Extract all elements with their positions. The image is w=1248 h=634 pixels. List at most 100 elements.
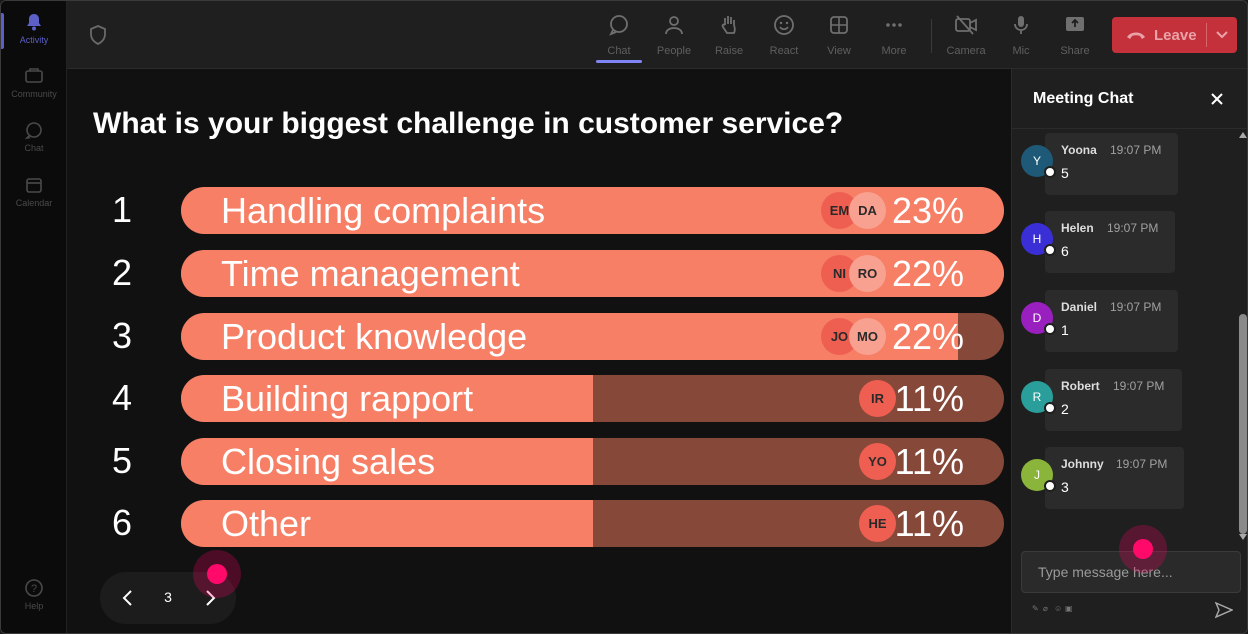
poll-results: What is your biggest challenge in custom… [67,69,1011,633]
voter-avatar: IR [859,380,896,417]
message-timestamp: 19:07 PM [1116,457,1168,471]
presence-indicator [1044,402,1056,414]
poll-question: What is your biggest challenge in custom… [93,107,844,140]
message-author: Daniel [1061,300,1098,314]
option-percent: 11% [894,441,964,482]
toolbar-people-button[interactable]: People [647,11,701,63]
toolbar-raise-button[interactable]: Raise [702,11,756,63]
chat-message[interactable]: Yoona 19:07 PM 5 [1045,133,1178,195]
scroll-thumb[interactable] [1239,314,1247,534]
meeting-chat-panel: Meeting Chat Yoona 19:07 PM 5 Y Helen 19:07 P… [1011,69,1247,633]
meeting-toolbar: Chat People Raise React View [67,1,1247,69]
toolbar-label: View [827,45,851,57]
chat-scrollbar[interactable] [1236,129,1247,543]
rail-label: Community [11,89,57,99]
voter-avatar: HE [859,505,896,542]
option-bar-fill [181,375,593,422]
leave-label: Leave [1154,26,1197,44]
option-bar: Building rapport IR 11% [181,375,1004,422]
avatar[interactable]: D [1021,302,1056,335]
option-number: 4 [111,377,133,418]
voter-avatar: DA [849,192,886,229]
option-label: Other [221,503,312,544]
help-icon: ? [23,577,45,599]
option-bar: Handling complaints EM DA 23% [181,187,1004,234]
share-icon [1063,13,1087,37]
toolbar-mic-button[interactable]: Mic [994,11,1048,63]
active-tab-underline [596,60,642,63]
toolbar-chat-button[interactable]: Chat [592,11,646,63]
message-author: Helen [1061,221,1094,235]
rail-item-chat[interactable]: Chat [1,119,67,169]
voter-avatar: YO [859,443,896,480]
message-author: Robert [1061,379,1100,393]
avatar-initial: J [1034,468,1040,482]
chat-header: Meeting Chat [1012,69,1247,129]
more-icon [882,13,906,37]
rail-item-calendar[interactable]: Calendar [1,174,67,224]
avatar[interactable]: H [1021,223,1056,256]
format-toolbar: ✎ ⌀ ☺ ▣ [1032,604,1073,615]
avatar[interactable]: Y [1021,145,1056,178]
send-icon[interactable] [1214,601,1234,619]
toolbar-more-button[interactable]: More [867,11,921,63]
attach-icon[interactable]: ⌀ [1043,604,1048,613]
raise-hand-icon [717,13,741,37]
toolbar-label: Camera [946,45,986,57]
option-bar: Other HE 11% [181,500,1004,547]
leave-divider [1206,23,1207,47]
rail-item-help[interactable]: ? Help [1,577,67,627]
toolbar-label: Mic [1012,45,1030,57]
close-icon[interactable] [1209,91,1225,107]
mic-icon [1009,13,1033,37]
toolbar-share-button[interactable]: Share [1048,11,1102,63]
avatar-initial: Y [1032,154,1041,168]
chat-message[interactable]: Helen 19:07 PM 6 [1045,211,1175,273]
scroll-up-arrow[interactable] [1239,132,1247,138]
chat-message-input[interactable] [1021,551,1241,593]
option-bar: Closing sales YO 11% [181,438,1004,485]
rail-item-community[interactable]: Community [1,65,67,115]
gif-icon[interactable]: ▣ [1065,604,1073,613]
message-text: 1 [1061,322,1069,338]
chat-message[interactable]: Johnny 19:07 PM 3 [1045,447,1184,509]
avatar[interactable]: R [1021,381,1056,414]
page-number: 3 [164,589,172,605]
emoji-icon[interactable]: ☺ [1054,604,1063,613]
format-icon[interactable]: ✎ [1032,604,1039,613]
shield-icon[interactable] [89,25,107,45]
pointer-highlight [193,550,241,598]
chat-message[interactable]: Daniel 19:07 PM 1 [1045,290,1178,352]
voter-avatar: RO [849,255,886,292]
avatar[interactable]: J [1021,459,1056,492]
camera-off-icon [954,13,978,37]
leave-button[interactable]: Leave [1112,17,1237,53]
message-timestamp: 19:07 PM [1110,143,1162,157]
chat-icon [23,119,45,141]
option-bar-fill [181,438,593,485]
option-label: Handling complaints [221,190,546,231]
toolbar-react-button[interactable]: React [757,11,811,63]
chevron-down-icon[interactable] [1215,27,1229,45]
option-percent: 23% [891,190,964,231]
toolbar-view-button[interactable]: View [812,11,866,63]
chat-message[interactable]: Robert 19:07 PM 2 [1045,369,1182,431]
toolbar-label: More [881,45,907,57]
chevron-right-icon[interactable] [200,588,220,608]
toolbar-camera-button[interactable]: Camera [939,11,993,63]
message-text: 6 [1061,243,1069,259]
rail-label: Help [24,601,44,611]
toolbar-label: Raise [714,45,744,57]
rail-item-activity[interactable]: Activity [1,11,67,61]
chevron-left-icon[interactable] [118,588,138,608]
option-number: 5 [111,440,133,481]
scroll-down-arrow[interactable] [1239,534,1247,540]
option-label: Time management [221,253,520,294]
smiley-icon [772,13,796,37]
option-bar: Time management NI RO 22% [181,250,1004,297]
toolbar-label: Share [1060,45,1090,57]
option-percent: 11% [894,503,964,544]
option-number: 2 [111,252,133,293]
message-text: 3 [1061,479,1069,495]
